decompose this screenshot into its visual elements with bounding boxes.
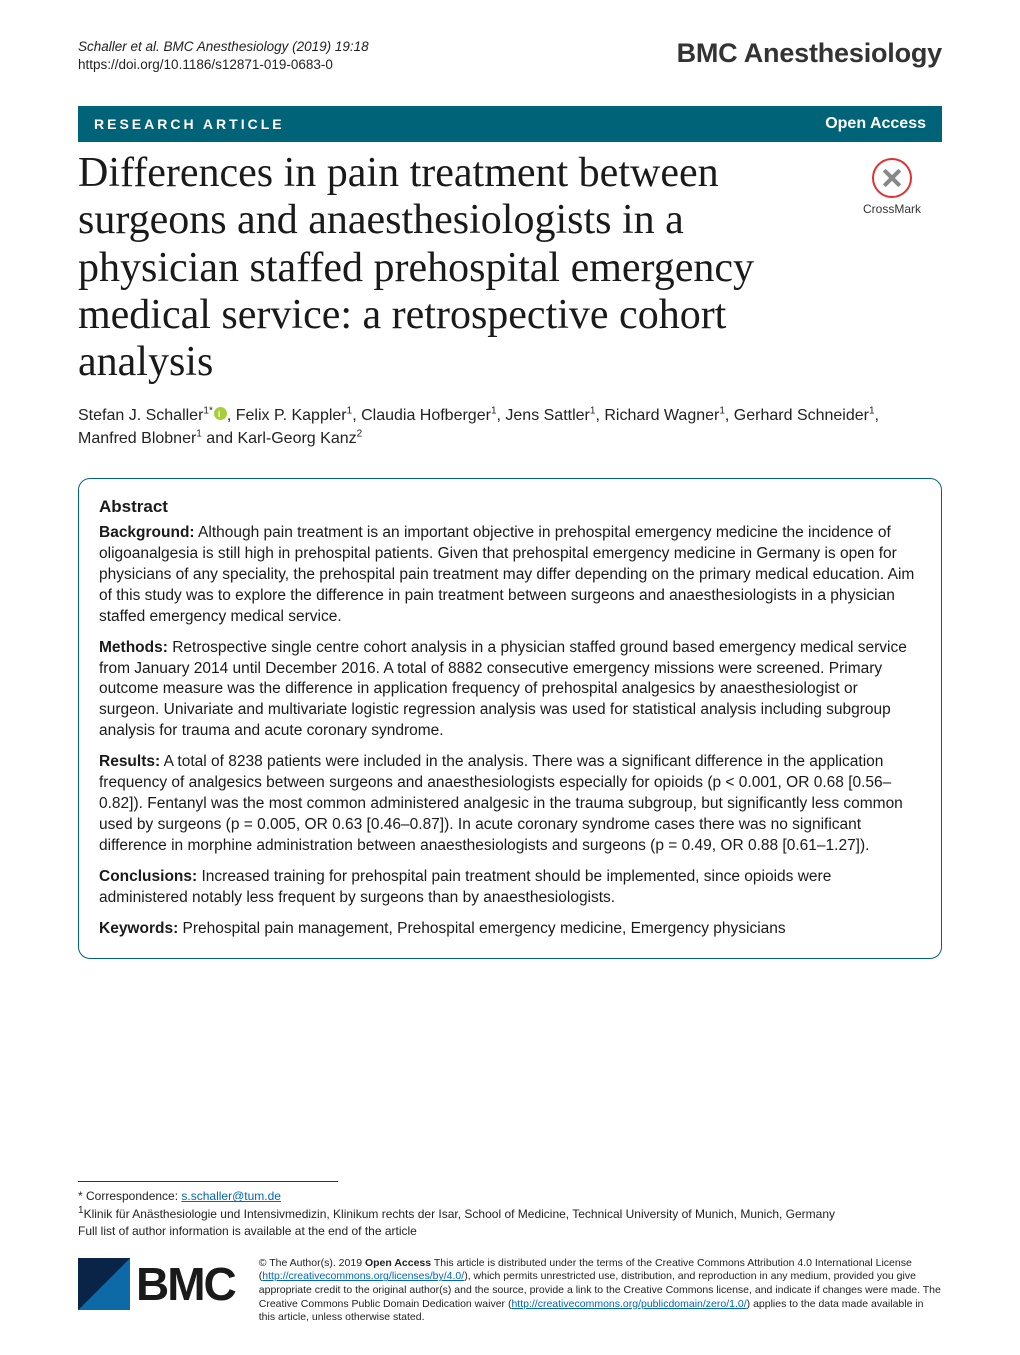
footnote-rule xyxy=(78,1181,338,1182)
methods-label: Methods: xyxy=(99,639,168,656)
bmc-mark-icon xyxy=(78,1258,130,1310)
orcid-icon xyxy=(214,407,227,420)
doi: https://doi.org/10.1186/s12871-019-0683-… xyxy=(78,57,333,72)
authors-line: Stefan J. Schaller1*, Felix P. Kappler1,… xyxy=(78,404,942,450)
citation: Schaller et al. BMC Anesthesiology (2019… xyxy=(78,39,369,54)
running-head-left: Schaller et al. BMC Anesthesiology (2019… xyxy=(78,38,369,74)
keywords-label: Keywords: xyxy=(99,920,178,937)
license-pre: © The Author(s). 2019 xyxy=(259,1257,365,1269)
abstract-conclusions: Conclusions: Increased training for preh… xyxy=(99,867,921,909)
license-open-access: Open Access xyxy=(365,1257,431,1269)
crossmark-label: CrossMark xyxy=(842,202,942,216)
conclusions-label: Conclusions: xyxy=(99,868,197,885)
license-text: © The Author(s). 2019 Open Access This a… xyxy=(259,1257,942,1325)
abstract-box: Abstract Background: Although pain treat… xyxy=(78,478,942,959)
pd-link[interactable]: http://creativecommons.org/publicdomain/… xyxy=(511,1298,746,1310)
footer-block: * Correspondence: s.schaller@tum.de 1Kli… xyxy=(78,1181,942,1325)
bmc-logo-text: BMC xyxy=(136,1257,235,1311)
keywords-text: Prehospital pain management, Prehospital… xyxy=(178,920,785,937)
running-head: Schaller et al. BMC Anesthesiology (2019… xyxy=(78,38,942,74)
methods-text: Retrospective single centre cohort analy… xyxy=(99,639,907,740)
conclusions-text: Increased training for prehospital pain … xyxy=(99,868,831,906)
results-label: Results: xyxy=(99,753,160,770)
abstract-heading: Abstract xyxy=(99,497,921,517)
correspondence-email[interactable]: s.schaller@tum.de xyxy=(181,1189,281,1203)
abstract-methods: Methods: Retrospective single centre coh… xyxy=(99,638,921,743)
bmc-logo: BMC xyxy=(78,1257,235,1311)
open-access-label: Open Access xyxy=(825,115,926,133)
crossmark-icon xyxy=(872,158,912,198)
affiliation-1: Klinik für Anästhesiologie und Intensivm… xyxy=(84,1207,835,1221)
correspondence-footnote: * Correspondence: s.schaller@tum.de 1Kli… xyxy=(78,1188,942,1239)
full-list-note: Full list of author information is avail… xyxy=(78,1224,417,1238)
license-row: BMC © The Author(s). 2019 Open Access Th… xyxy=(78,1257,942,1325)
correspondence-label: * Correspondence: xyxy=(78,1189,181,1203)
article-title: Differences in pain treatment between su… xyxy=(78,150,832,385)
background-text: Although pain treatment is an important … xyxy=(99,524,914,625)
background-label: Background: xyxy=(99,524,195,541)
abstract-results: Results: A total of 8238 patients were i… xyxy=(99,752,921,857)
abstract-keywords: Keywords: Prehospital pain management, P… xyxy=(99,919,921,940)
article-type-bar: RESEARCH ARTICLE Open Access xyxy=(78,106,942,142)
cc-link[interactable]: http://creativecommons.org/licenses/by/4… xyxy=(262,1270,464,1282)
journal-brand: BMC Anesthesiology xyxy=(677,38,942,69)
crossmark-badge[interactable]: CrossMark xyxy=(842,150,942,216)
abstract-background: Background: Although pain treatment is a… xyxy=(99,523,921,628)
results-text: A total of 8238 patients were included i… xyxy=(99,753,903,854)
article-type-label: RESEARCH ARTICLE xyxy=(94,116,285,132)
